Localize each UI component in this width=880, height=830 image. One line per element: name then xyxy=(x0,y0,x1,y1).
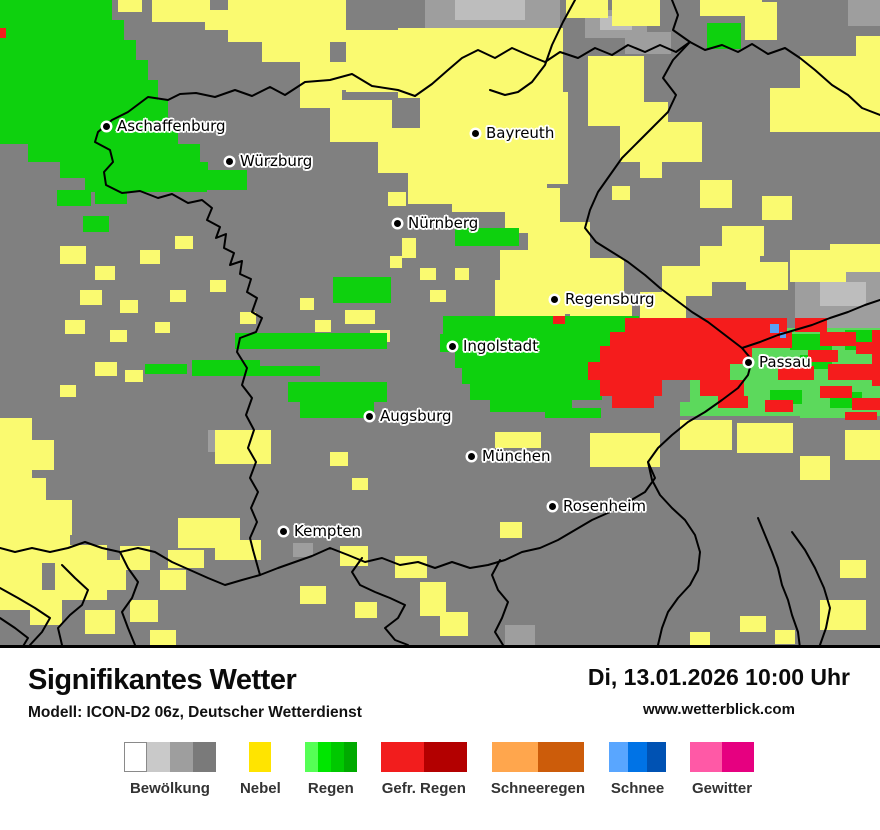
page-title: Signifikantes Wetter xyxy=(28,664,297,696)
model-info: Modell: ICON-D2 06z, Deutscher Wetterdie… xyxy=(28,704,362,721)
border-tyrol-pocket-2 xyxy=(491,559,509,646)
border-salzburg-loop xyxy=(647,461,701,646)
legend-color-cell xyxy=(343,742,357,772)
legend-item-gewitter: Gewitter xyxy=(690,742,755,797)
legend-label: Bewölkung xyxy=(129,780,210,797)
border-top-branch xyxy=(671,0,691,43)
legend-swatch xyxy=(690,742,755,772)
border-bavaria-north xyxy=(414,41,691,97)
legend-item-nebel: Nebel xyxy=(240,742,281,797)
legend-label: Regen xyxy=(307,780,354,797)
legend-item-schnee: Schnee xyxy=(609,742,667,797)
legend-label: Gewitter xyxy=(692,780,753,797)
legend-color-cell xyxy=(609,742,629,772)
border-alps-pocket-2 xyxy=(119,551,139,646)
forecast-datetime: Di, 13.01.2026 10:00 Uhr xyxy=(587,664,850,690)
region-layer-fog xyxy=(0,0,880,646)
weather-legend: Bewölkung Nebel Regen Gefr. Regen Schneerege… xyxy=(28,742,850,797)
legend-label: Gefr. Regen xyxy=(381,780,466,797)
legend-color-cell xyxy=(317,742,331,772)
legend-label: Schnee xyxy=(610,780,665,797)
footer-left-block: Signifikantes Wetter Modell: ICON-D2 06z… xyxy=(28,664,362,722)
border-saxony-branch xyxy=(489,0,576,96)
legend-item-gefrregen: Gefr. Regen xyxy=(380,742,467,797)
border-alps-southwest-2 xyxy=(0,617,29,648)
region-layer-snow xyxy=(770,324,786,338)
legend-color-cell xyxy=(169,742,193,772)
region-layer-freezing_rain xyxy=(0,28,880,420)
legend-label: Nebel xyxy=(239,780,281,797)
border-austria-west xyxy=(0,541,261,586)
legend-color-cell xyxy=(330,742,344,772)
border-alps-pocket-1 xyxy=(57,564,89,646)
legend-color-cell xyxy=(647,742,667,772)
weather-regions-layer xyxy=(0,0,880,646)
legend-color-cell xyxy=(722,742,755,772)
info-footer: Signifikantes Wetter Modell: ICON-D2 06z… xyxy=(0,648,880,830)
weather-map: Aschaffenburg Würzburg Bayreuth Nürnberg Reg… xyxy=(0,0,880,648)
legend-color-cell xyxy=(537,742,584,772)
region-layer-rain xyxy=(0,0,880,418)
legend-swatch xyxy=(380,742,467,772)
legend-color-cell xyxy=(690,742,723,772)
border-bavaria-west xyxy=(94,73,416,551)
legend-item-bewlkung: Bewölkung xyxy=(123,742,216,797)
legend-color-cell xyxy=(380,742,424,772)
border-austria-inner-2 xyxy=(791,531,831,646)
border-alps-southwest-1 xyxy=(0,587,51,646)
border-czech-bavaria-austria xyxy=(252,41,753,576)
legend-color-cell xyxy=(123,742,147,772)
legend-color-cell xyxy=(192,742,216,772)
legend-color-cell xyxy=(304,742,318,772)
legend-item-schneeregen: Schneeregen xyxy=(491,742,585,797)
legend-color-cell xyxy=(423,742,467,772)
weather-map-canvas xyxy=(0,0,880,648)
website-url: www.wetterblick.com xyxy=(642,701,795,718)
border-czech-north xyxy=(689,41,880,116)
border-czech-austria-east xyxy=(741,299,880,349)
legend-color-cell xyxy=(491,742,538,772)
map-borders-layer xyxy=(0,0,880,648)
legend-swatch xyxy=(123,742,216,772)
legend-swatch xyxy=(249,742,272,772)
border-tyrol-pocket-1 xyxy=(351,557,409,646)
legend-color-cell xyxy=(146,742,170,772)
border-austria-inner-1 xyxy=(757,517,801,648)
legend-swatch xyxy=(304,742,357,772)
legend-swatch xyxy=(491,742,584,772)
legend-swatch xyxy=(609,742,667,772)
legend-label: Schneeregen xyxy=(490,780,586,797)
footer-right-block: Di, 13.01.2026 10:00 Uhr www.wetterblick… xyxy=(588,664,850,718)
map-frame-bottom xyxy=(0,645,880,648)
footer-header-row: Signifikantes Wetter Modell: ICON-D2 06z… xyxy=(28,664,850,722)
legend-item-regen: Regen xyxy=(304,742,357,797)
legend-color-cell xyxy=(249,742,272,772)
legend-color-cell xyxy=(628,742,648,772)
